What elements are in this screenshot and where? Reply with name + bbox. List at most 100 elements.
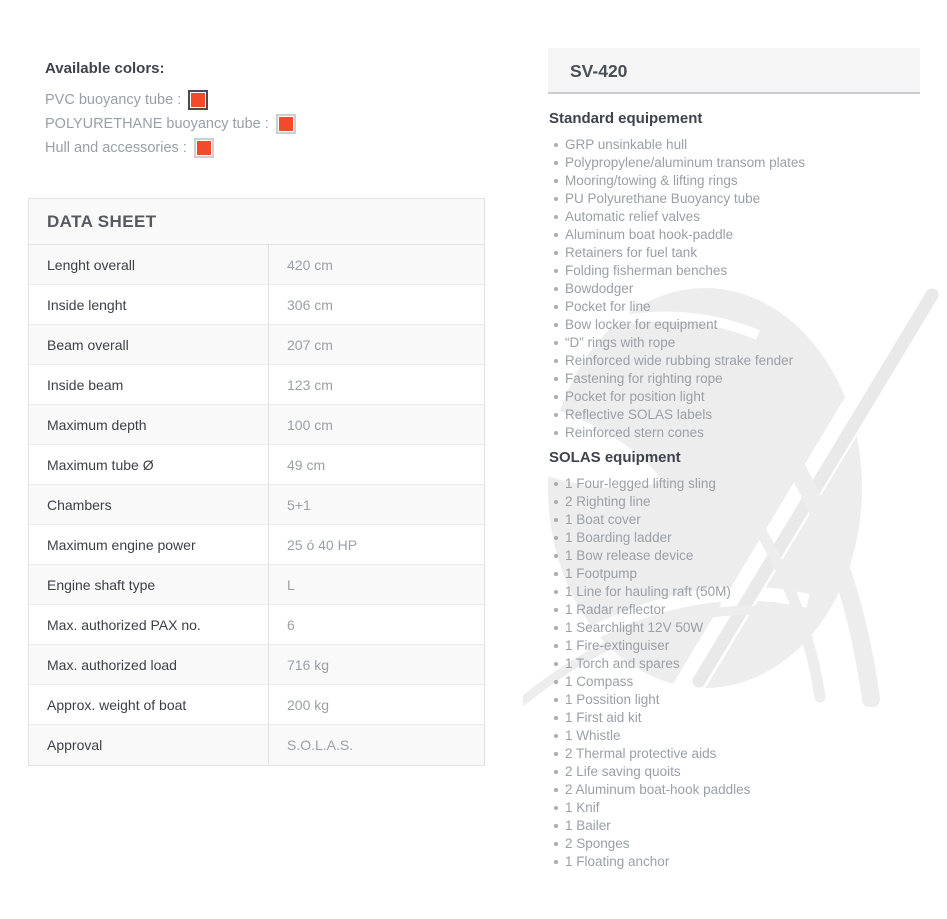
solas-equipment-item: 1 Radar reflector bbox=[548, 601, 920, 619]
standard-equipment-item: Mooring/towing & lifting rings bbox=[548, 172, 920, 190]
datasheet-row-value: 5+1 bbox=[287, 496, 311, 513]
datasheet-row-label: Maximum depth bbox=[29, 405, 269, 444]
datasheet-row-label: Chambers bbox=[29, 485, 269, 524]
datasheet-row: Max. authorized load 716 kg bbox=[29, 645, 484, 685]
datasheet-row-value: 123 cm bbox=[287, 376, 333, 393]
solas-equipment-list: 1 Four-legged lifting sling 2 Righting l… bbox=[548, 475, 920, 871]
standard-equipment-item: Bow locker for equipment bbox=[548, 316, 920, 334]
datasheet-row-label: Inside beam bbox=[29, 365, 269, 404]
solas-equipment-item: 2 Sponges bbox=[548, 835, 920, 853]
standard-equipment-item: Automatic relief valves bbox=[548, 208, 920, 226]
solas-equipment-item: 1 Searchlight 12V 50W bbox=[548, 619, 920, 637]
product-panel: SV-420 Standard equipement GRP unsinkabl… bbox=[548, 48, 920, 871]
datasheet-row: Lenght overall 420 cm bbox=[29, 245, 484, 285]
solas-equipment-item: 1 Torch and spares bbox=[548, 655, 920, 673]
product-title: SV-420 bbox=[548, 48, 920, 94]
standard-equipment-item: PU Polyurethane Buoyancy tube bbox=[548, 190, 920, 208]
standard-equipment-item: Polypropylene/aluminum transom plates bbox=[548, 154, 920, 172]
datasheet-row: Inside beam 123 cm bbox=[29, 365, 484, 405]
solas-equipment-item: 1 Footpump bbox=[548, 565, 920, 583]
datasheet-row-label: Beam overall bbox=[29, 325, 269, 364]
datasheet-row: Maximum engine power 25 ó 40 HP bbox=[29, 525, 484, 565]
datasheet-row: Engine shaft type L bbox=[29, 565, 484, 605]
datasheet-row-label: Approval bbox=[29, 725, 269, 765]
standard-equipment-item: GRP unsinkable hull bbox=[548, 136, 920, 154]
datasheet-row: Inside lenght 306 cm bbox=[29, 285, 484, 325]
datasheet-row: Maximum depth 100 cm bbox=[29, 405, 484, 445]
solas-equipment-item: 1 Fire-extinguiser bbox=[548, 637, 920, 655]
solas-equipment-section-title: SOLAS equipment bbox=[549, 449, 681, 466]
standard-equipment-item: Folding fisherman benches bbox=[548, 262, 920, 280]
datasheet-row: Chambers 5+1 bbox=[29, 485, 484, 525]
solas-equipment-item: 1 Knif bbox=[548, 799, 920, 817]
datasheet-table: DATA SHEET Lenght overall 420 cm Inside … bbox=[28, 198, 485, 766]
datasheet-row-value: 25 ó 40 HP bbox=[287, 536, 358, 553]
color-swatch bbox=[193, 138, 214, 158]
datasheet-row-label: Approx. weight of boat bbox=[29, 685, 269, 724]
datasheet-row-label: Maximum engine power bbox=[29, 525, 269, 564]
datasheet-row-value: 306 cm bbox=[287, 296, 333, 313]
standard-equipment-item: Reflective SOLAS labels bbox=[548, 406, 920, 424]
datasheet-row-value: 6 bbox=[287, 616, 295, 633]
standard-equipment-item: “D” rings with rope bbox=[548, 334, 920, 352]
solas-equipment-item: 2 Thermal protective aids bbox=[548, 745, 920, 763]
available-colors-section: Available colors: PVC buoyancy tube : PO… bbox=[45, 60, 296, 160]
solas-equipment-item: 1 Line for hauling raft (50M) bbox=[548, 583, 920, 601]
datasheet-row: Beam overall 207 cm bbox=[29, 325, 484, 365]
datasheet-row: Maximum tube Ø 49 cm bbox=[29, 445, 484, 485]
datasheet-row-value: 207 cm bbox=[287, 336, 333, 353]
standard-equipment-item: Pocket for line bbox=[548, 298, 920, 316]
solas-equipment-item: 2 Life saving quoits bbox=[548, 763, 920, 781]
standard-equipment-item: Pocket for position light bbox=[548, 388, 920, 406]
standard-equipment-item: Reinforced stern cones bbox=[548, 424, 920, 442]
datasheet-row-value: L bbox=[287, 576, 295, 593]
datasheet-row-value: 716 kg bbox=[287, 656, 330, 673]
solas-equipment-item: 2 Aluminum boat-hook paddles bbox=[548, 781, 920, 799]
color-label: POLYURETHANE buoyancy tube : bbox=[45, 116, 269, 132]
solas-equipment-item: 1 Possition light bbox=[548, 691, 920, 709]
datasheet-row-value: S.O.L.A.S. bbox=[287, 737, 354, 753]
solas-equipment-item: 1 Whistle bbox=[548, 727, 920, 745]
datasheet-row-label: Max. authorized PAX no. bbox=[29, 605, 269, 644]
datasheet-header: DATA SHEET bbox=[29, 199, 484, 245]
datasheet-row-label: Inside lenght bbox=[29, 285, 269, 324]
datasheet-row-label: Engine shaft type bbox=[29, 565, 269, 604]
solas-equipment-item: 1 Bow release device bbox=[548, 547, 920, 565]
solas-equipment-item: 1 Four-legged lifting sling bbox=[548, 475, 920, 493]
datasheet-row: Approx. weight of boat 200 kg bbox=[29, 685, 484, 725]
datasheet-row-value: 200 kg bbox=[287, 696, 330, 713]
available-colors-list: PVC buoyancy tube : POLYURETHANE buoyanc… bbox=[45, 88, 296, 160]
solas-equipment-item: 1 Floating anchor bbox=[548, 853, 920, 871]
standard-equipment-section-title: Standard equipement bbox=[549, 110, 703, 127]
standard-equipment-item: Aluminum boat hook-paddle bbox=[548, 226, 920, 244]
solas-equipment-item: 1 Bailer bbox=[548, 817, 920, 835]
standard-equipment-list: GRP unsinkable hull Polypropylene/alumin… bbox=[548, 136, 920, 442]
datasheet-row-value: 49 cm bbox=[287, 456, 326, 473]
solas-equipment-item: 1 Compass bbox=[548, 673, 920, 691]
solas-equipment-item: 1 Boarding ladder bbox=[548, 529, 920, 547]
solas-equipment-item: 2 Righting line bbox=[548, 493, 920, 511]
datasheet-row: Approval S.O.L.A.S. bbox=[29, 725, 484, 765]
color-row: POLYURETHANE buoyancy tube : bbox=[45, 112, 296, 136]
standard-equipment-item: Bowdodger bbox=[548, 280, 920, 298]
color-row: Hull and accessories : bbox=[45, 136, 296, 160]
color-label: PVC buoyancy tube : bbox=[45, 92, 182, 108]
datasheet-row-value: 100 cm bbox=[287, 416, 333, 433]
datasheet-body: Lenght overall 420 cm Inside lenght 306 … bbox=[29, 245, 484, 765]
standard-equipment-item: Fastening for righting rope bbox=[548, 370, 920, 388]
datasheet-row-label: Max. authorized load bbox=[29, 645, 269, 684]
standard-equipment-item: Retainers for fuel tank bbox=[548, 244, 920, 262]
datasheet-row-label: Lenght overall bbox=[29, 245, 269, 284]
color-label: Hull and accessories : bbox=[45, 140, 187, 156]
solas-equipment-item: 1 First aid kit bbox=[548, 709, 920, 727]
datasheet-row: Max. authorized PAX no. 6 bbox=[29, 605, 484, 645]
solas-equipment-item: 1 Boat cover bbox=[548, 511, 920, 529]
datasheet-row-value: 420 cm bbox=[287, 256, 333, 273]
color-swatch bbox=[188, 90, 209, 110]
available-colors-title: Available colors: bbox=[45, 60, 165, 77]
datasheet-row-label: Maximum tube Ø bbox=[29, 445, 269, 484]
color-swatch bbox=[275, 114, 296, 134]
color-row: PVC buoyancy tube : bbox=[45, 88, 296, 112]
standard-equipment-item: Reinforced wide rubbing strake fender bbox=[548, 352, 920, 370]
